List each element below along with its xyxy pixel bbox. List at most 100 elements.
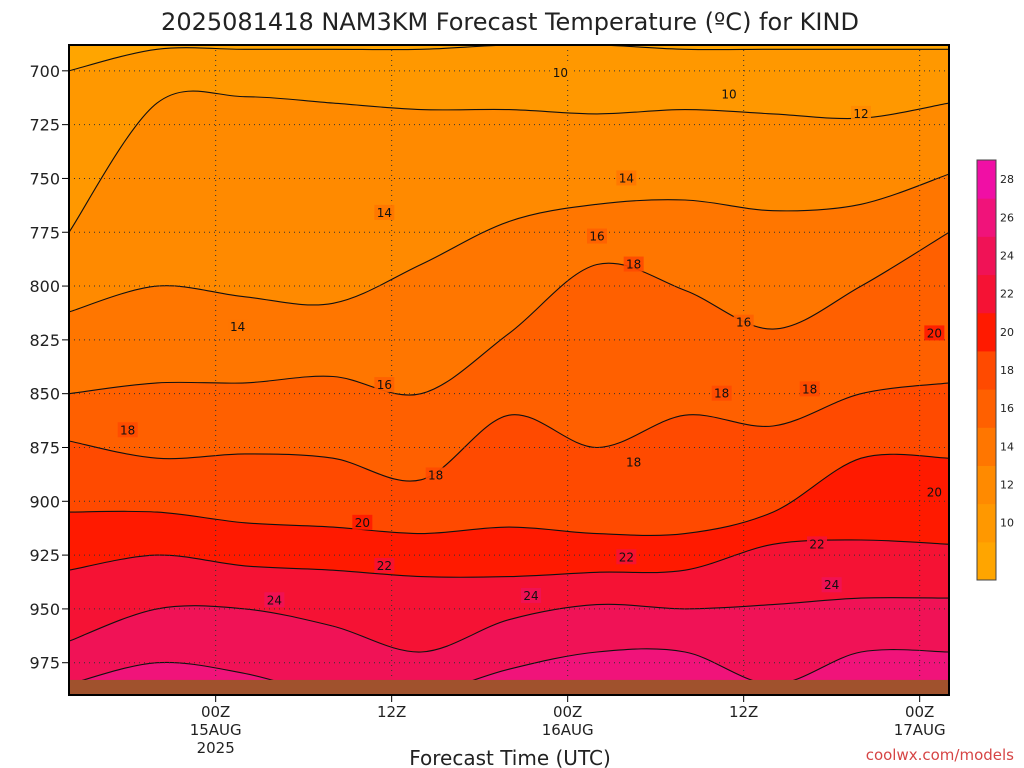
y-tick-label: 825 — [29, 331, 60, 350]
x-tick-label: 17AUG — [894, 721, 946, 739]
isotherm-12 — [69, 90, 949, 233]
x-tick-label: 00Z — [201, 703, 230, 721]
isotherm-label-bg-5 — [227, 318, 248, 334]
isotherm-label-bg-15 — [352, 514, 373, 530]
colorbar-label: 26 — [1000, 211, 1014, 224]
colorbar-frame — [976, 159, 997, 581]
isotherm-label-bg-9 — [117, 422, 138, 438]
y-tick-label: 800 — [29, 277, 60, 296]
isotherm-label: 12 — [853, 107, 868, 121]
isotherm-label-bg-17 — [924, 484, 945, 500]
temperature-bands — [69, 45, 949, 695]
isotherm-label: 22 — [377, 559, 392, 573]
colorbar-segment — [977, 236, 996, 276]
isotherm-label-bg-22 — [521, 587, 541, 603]
isotherm-label: 16 — [377, 378, 392, 392]
colorbar-label: 12 — [1000, 479, 1014, 492]
isotherm-contours — [69, 45, 949, 695]
isotherm-label-bg-23 — [821, 577, 842, 593]
isotherm-label: 16 — [736, 316, 751, 330]
colorbar-segment — [977, 389, 996, 428]
isotherm-label: 18 — [626, 258, 641, 272]
isotherm-label: 20 — [927, 326, 942, 340]
isotherm-label-bg-14 — [799, 381, 820, 397]
isotherm-label-bg-10 — [623, 256, 644, 272]
x-tick-label: 2025 — [197, 739, 235, 757]
isotherm-label-bg-2 — [851, 105, 871, 121]
isotherm-10 — [69, 45, 949, 72]
y-tick-label: 850 — [29, 385, 60, 404]
isotherm-label: 14 — [230, 320, 245, 334]
isotherm-label-bg-11 — [425, 467, 446, 483]
y-tick-label: 950 — [29, 600, 60, 619]
chart-title: 2025081418 NAM3KM Forecast Temperature (… — [161, 8, 859, 36]
colorbar-segment — [977, 427, 996, 466]
x-axis-label: Forecast Time (UTC) — [409, 746, 611, 768]
isotherm-label: 16 — [589, 230, 604, 244]
isotherm-label-bg-7 — [374, 377, 395, 393]
y-tick-label: 900 — [29, 492, 60, 511]
colorbar-segment — [977, 160, 996, 199]
grid-lines — [69, 45, 949, 695]
isotherm-label: 24 — [824, 578, 839, 592]
isotherm-label: 22 — [809, 537, 824, 551]
y-tick-label: 775 — [29, 223, 60, 242]
plot-frame — [68, 44, 950, 696]
isotherm-labels: 10 10 12 14 14 14 16 16 16 18 18 18 18 18 18 20 20 20 22 22… — [117, 64, 945, 608]
isotherm-label-bg-6 — [587, 228, 607, 244]
isotherm-label-bg-1 — [719, 86, 739, 102]
isotherm-26 — [69, 648, 949, 695]
isotherm-label: 24 — [267, 593, 282, 607]
isotherm-24 — [69, 597, 949, 653]
isotherm-label-bg-18 — [374, 557, 395, 573]
colorbar-label: 16 — [1000, 402, 1014, 415]
colorbar-segment — [977, 541, 996, 581]
y-tick-label: 700 — [29, 62, 60, 81]
site-credit[interactable]: coolwx.com/models — [866, 746, 1014, 764]
x-tick-label: 12Z — [377, 703, 406, 721]
isotherm-label-bg-19 — [616, 549, 637, 565]
isotherm-label: 18 — [714, 387, 729, 401]
isotherm-label: 18 — [428, 468, 443, 482]
isotherm-18 — [69, 382, 949, 482]
isotherm-label-bg-4 — [616, 170, 637, 186]
x-tick-label: 00Z — [905, 703, 934, 721]
y-tick-label: 875 — [29, 438, 60, 457]
isotherm-22 — [69, 539, 949, 578]
isotherm-label-bg-13 — [711, 385, 732, 401]
color-scale-legend: 10 12 14 16 18 20 22 24 26 28 — [976, 159, 1014, 581]
ground-surface — [69, 679, 949, 695]
isotherm-label-bg-8 — [733, 314, 754, 330]
isotherm-label-bg-12 — [623, 454, 644, 470]
colorbar-label: 10 — [1000, 517, 1014, 530]
isotherm-label: 20 — [355, 516, 370, 530]
colorbar-label: 24 — [1000, 249, 1014, 262]
isotherm-label: 18 — [626, 456, 641, 470]
isotherm-label: 22 — [619, 550, 634, 564]
y-tick-label: 725 — [29, 116, 60, 135]
plot-area: 10 10 12 14 14 14 16 16 16 18 18 18 18 18 18 20 20 20 22 22… — [69, 45, 949, 695]
colorbar-segment — [977, 274, 996, 314]
isotherm-label: 10 — [553, 66, 568, 80]
colorbar-label: 14 — [1000, 440, 1014, 453]
isotherm-label: 10 — [721, 88, 736, 102]
colorbar-segment — [977, 198, 996, 237]
isotherm-16 — [69, 231, 949, 396]
colorbar-label: 18 — [1000, 364, 1014, 377]
isotherm-label: 14 — [619, 171, 634, 185]
y-tick-label: 750 — [29, 169, 60, 188]
isotherm-label-bg-3 — [374, 204, 395, 220]
y-tick-label: 925 — [29, 546, 60, 565]
x-tick-label: 16AUG — [542, 721, 594, 739]
isotherm-label: 24 — [523, 589, 538, 603]
isotherm-label: 18 — [802, 382, 817, 396]
colorbar-segment — [977, 503, 996, 543]
isotherm-label: 20 — [927, 486, 942, 500]
x-tick-label: 15AUG — [190, 721, 242, 739]
isotherm-label-bg-0 — [550, 64, 571, 80]
y-tick-label: 975 — [29, 654, 60, 673]
isotherm-20 — [69, 453, 949, 537]
x-tick-label: 12Z — [729, 703, 758, 721]
